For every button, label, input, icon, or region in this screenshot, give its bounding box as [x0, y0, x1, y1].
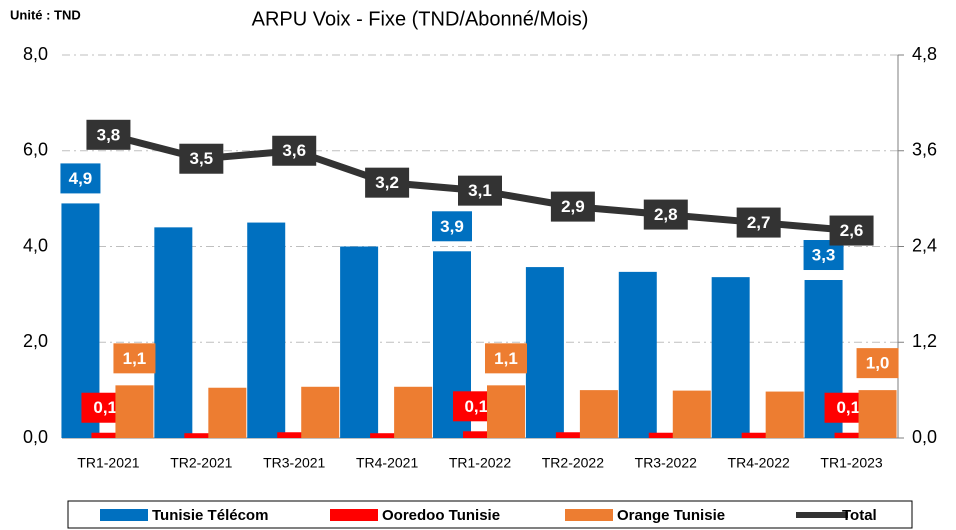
legend-swatch: [330, 509, 378, 521]
value-label: 2,6: [840, 221, 864, 240]
value-label-box: [60, 163, 101, 194]
y2-tick-label: 3,6: [912, 140, 937, 160]
bar: [672, 390, 711, 438]
legend-box: [67, 500, 913, 529]
value-label: 4,9: [69, 169, 93, 188]
legend-label: Total: [842, 507, 877, 524]
value-label: 2,7: [747, 213, 771, 232]
value-label: 3,9: [440, 217, 464, 236]
value-label-box: [736, 207, 781, 238]
y2-tick-label: 1,2: [912, 331, 937, 351]
legend-swatch: [100, 509, 148, 521]
value-label-box: [365, 167, 410, 198]
y-tick-label: 6,0: [23, 140, 48, 160]
bar: [463, 431, 489, 438]
y-tick-label: 8,0: [23, 44, 48, 64]
x-tick-label: TR3-2021: [263, 455, 325, 471]
bar: [858, 390, 897, 438]
x-tick-label: TR3-2022: [635, 455, 697, 471]
value-label: 1,1: [494, 349, 518, 368]
x-tick-label: TR1-2023: [820, 455, 882, 471]
value-label: 3,3: [812, 245, 836, 264]
y-tick-label: 2,0: [23, 331, 48, 351]
bar: [208, 387, 247, 438]
bar: [184, 433, 211, 438]
bar: [711, 277, 750, 438]
legend-swatch: [565, 509, 613, 521]
bar: [370, 433, 397, 438]
bar: [555, 432, 582, 438]
value-label: 1,1: [123, 349, 147, 368]
value-label-box: [179, 143, 224, 174]
bar: [525, 267, 564, 438]
x-tick-label: TR2-2021: [170, 455, 232, 471]
x-tick-label: TR2-2022: [542, 455, 604, 471]
value-label-box: [432, 211, 472, 242]
chart-title: ARPU Voix - Fixe (TND/Abonné/Mois): [252, 8, 589, 30]
bar: [394, 386, 433, 438]
value-label-box: [458, 175, 502, 206]
bar: [91, 432, 118, 438]
x-tick-label: TR1-2021: [77, 455, 139, 471]
y-tick-label: 4,0: [23, 235, 48, 255]
x-tick-label: TR1-2022: [449, 455, 511, 471]
value-label-box: [829, 215, 874, 246]
value-label: 2,8: [654, 205, 678, 224]
bar: [115, 385, 154, 438]
value-label: 3,1: [468, 181, 492, 200]
value-label-box: [485, 343, 527, 374]
legend-label: Ooredoo Tunisie: [382, 507, 500, 524]
bar: [247, 222, 286, 438]
bar: [301, 386, 340, 438]
value-label-box: [856, 348, 899, 379]
x-tick-label: TR4-2022: [728, 455, 790, 471]
value-label-box: [113, 343, 156, 374]
bar: [741, 432, 768, 438]
bar: [765, 391, 804, 438]
y-tick-label: 0,0: [23, 427, 48, 447]
value-label: 2,9: [561, 197, 585, 216]
value-label: 3,6: [282, 141, 306, 160]
value-label: 1,0: [866, 354, 890, 373]
bar: [277, 432, 304, 438]
bar: [834, 432, 861, 438]
y2-tick-label: 0,0: [912, 427, 937, 447]
bar: [340, 246, 379, 438]
bar: [487, 385, 525, 438]
legend-label: Tunisie Télécom: [152, 507, 268, 524]
value-label-box: [272, 135, 317, 166]
y2-tick-label: 4,8: [912, 44, 937, 64]
value-label: 3,5: [190, 149, 214, 168]
bar: [618, 271, 657, 438]
x-tick-label: TR4-2021: [356, 455, 418, 471]
value-label-box: [86, 119, 131, 150]
unit-label: Unité : TND: [10, 7, 81, 22]
value-label-box: [550, 191, 595, 222]
value-label-box: [643, 199, 688, 230]
bar: [154, 227, 193, 438]
y2-tick-label: 2,4: [912, 235, 937, 255]
bar: [648, 432, 675, 438]
value-label: 3,2: [375, 173, 399, 192]
legend-label: Orange Tunisie: [617, 507, 725, 524]
value-label: 3,8: [97, 125, 121, 144]
bar: [579, 390, 618, 438]
